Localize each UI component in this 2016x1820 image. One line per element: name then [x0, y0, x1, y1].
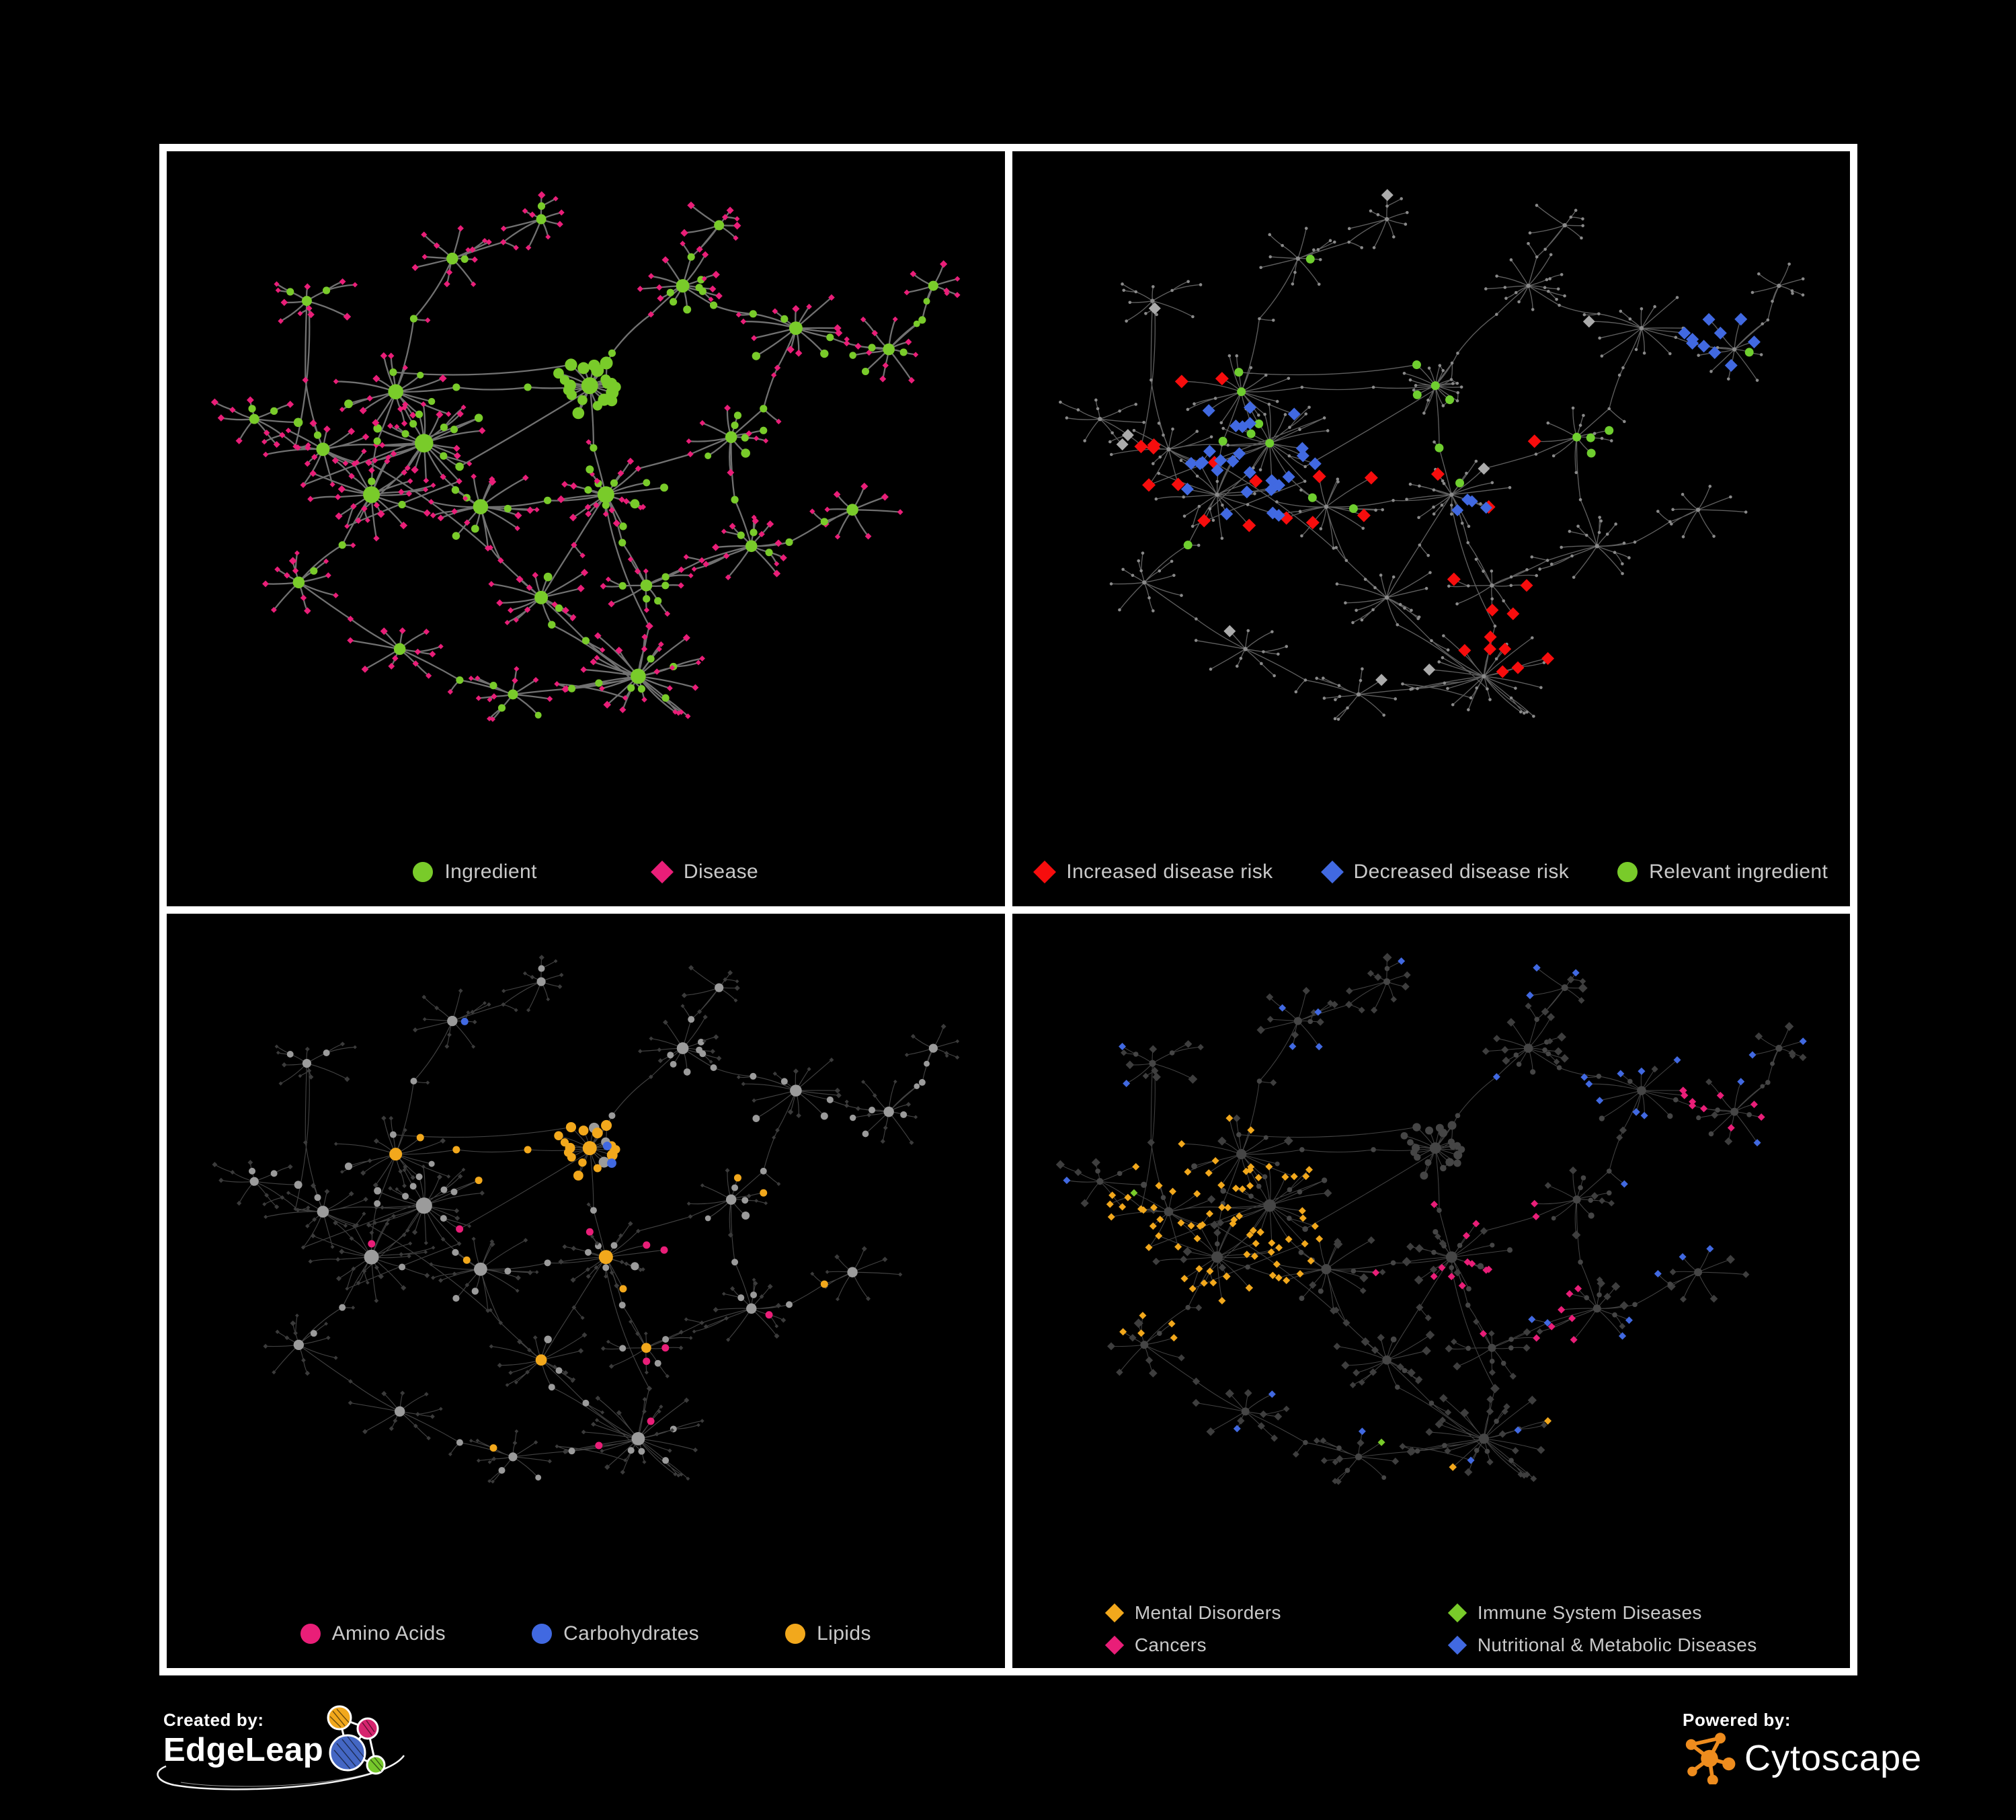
edgeleap-brand: EdgeLeap: [163, 1732, 324, 1768]
edgeleap-network-icon: [327, 1705, 386, 1775]
legend-diamond-swatch: [1447, 1635, 1467, 1655]
legend-item: Cancers: [1104, 1634, 1394, 1656]
legend-item: Immune System Diseases: [1447, 1602, 1757, 1624]
legend-disease-risk: Increased disease risk Decreased disease …: [1012, 861, 1851, 883]
legend-circle-swatch: [785, 1624, 806, 1644]
created-by-label: Created by:: [163, 1710, 264, 1730]
legend-item: Relevant ingredient: [1617, 861, 1828, 883]
legend-label: Mental Disorders: [1134, 1602, 1281, 1623]
legend-label: Increased disease risk: [1066, 860, 1273, 883]
legend-circle-swatch: [413, 861, 434, 882]
legend-item: Decreased disease risk: [1320, 860, 1570, 883]
legend-nutrient-classes: Amino Acids Carbohydrates Lipids: [167, 1622, 1005, 1645]
panel-nutrient-classes: Amino Acids Carbohydrates Lipids: [167, 913, 1005, 1668]
legend-disease-classes: Mental Disorders Immune System Diseases Ca…: [1012, 1602, 1851, 1656]
edges-layer: [214, 194, 958, 720]
legend-row: Increased disease risk Decreased disease …: [1033, 860, 1828, 883]
legend-item: Ingredient: [413, 861, 536, 883]
legend-circle-swatch: [1617, 861, 1638, 882]
cytoscape-brand: Cytoscape: [1744, 1738, 1923, 1778]
edges-layer: [1059, 957, 1803, 1482]
legend-circle-swatch: [532, 1624, 553, 1644]
legend-diamond-swatch: [650, 860, 674, 883]
legend-diamond-swatch: [1320, 860, 1344, 883]
legend-item: Carbohydrates: [532, 1622, 699, 1645]
powered-by-label: Powered by:: [1683, 1710, 1791, 1730]
legend-label: Relevant ingredient: [1649, 860, 1828, 883]
four-panel-frame: Ingredient Disease Increased disease risk…: [159, 144, 1857, 1675]
legend-row: Amino Acids Carbohydrates Lipids: [300, 1622, 871, 1645]
legend-label: Lipids: [817, 1622, 871, 1645]
legend-item: Increased disease risk: [1033, 860, 1273, 883]
highlighted-nodes-layer: [1062, 957, 1807, 1471]
network-graph-disease-risk: [1058, 189, 1805, 721]
panel-ingredient-disease: Ingredient Disease: [167, 151, 1005, 906]
legend-label: Nutritional & Metabolic Diseases: [1477, 1634, 1757, 1655]
network-graph-disease-classes: [1055, 952, 1807, 1485]
powered-by-block: Powered by: Cytoscape: [1683, 1710, 1922, 1784]
nodes-layer: [212, 954, 960, 1484]
legend-ingredient-disease: Ingredient Disease: [167, 861, 1005, 883]
legend-label: Carbohydrates: [563, 1622, 700, 1645]
cytoscape-icon: [1685, 1733, 1736, 1784]
legend-row: Ingredient Disease: [413, 861, 758, 883]
legend-grid: Mental Disorders Immune System Diseases Ca…: [1104, 1602, 1757, 1656]
legend-item: Mental Disorders: [1104, 1602, 1394, 1624]
nodes-layer: [1055, 952, 1807, 1485]
legend-diamond-swatch: [1104, 1635, 1124, 1655]
legend-diamond-swatch: [1447, 1603, 1467, 1623]
nodes-layer: [1058, 197, 1805, 721]
legend-label: Ingredient: [444, 860, 537, 883]
nodes-layer: [210, 191, 961, 722]
created-by-block: Created by: EdgeLeap: [157, 1705, 405, 1790]
highlighted-nodes-layer: [1116, 189, 1761, 686]
panel-disease-classes: Mental Disorders Immune System Diseases Ca…: [1012, 913, 1851, 1668]
highlighted-nodes-layer: [368, 1017, 828, 1452]
legend-item: Disease: [650, 860, 759, 883]
legend-diamond-swatch: [1104, 1603, 1124, 1623]
edges-layer: [214, 957, 958, 1482]
legend-item: Amino Acids: [300, 1622, 446, 1645]
panel-disease-risk: Increased disease risk Decreased disease …: [1012, 151, 1851, 906]
legend-item: Lipids: [785, 1622, 871, 1645]
legend-label: Cancers: [1134, 1634, 1207, 1655]
legend-label: Immune System Diseases: [1477, 1602, 1702, 1623]
network-graph-ingredient-disease: [210, 191, 961, 722]
legend-label: Amino Acids: [331, 1622, 446, 1645]
network-graph-nutrient-classes: [212, 954, 960, 1484]
legend-circle-swatch: [300, 1624, 321, 1644]
legend-label: Disease: [683, 860, 759, 883]
legend-item: Nutritional & Metabolic Diseases: [1447, 1634, 1757, 1656]
legend-diamond-swatch: [1033, 860, 1057, 883]
legend-label: Decreased disease risk: [1353, 860, 1570, 883]
